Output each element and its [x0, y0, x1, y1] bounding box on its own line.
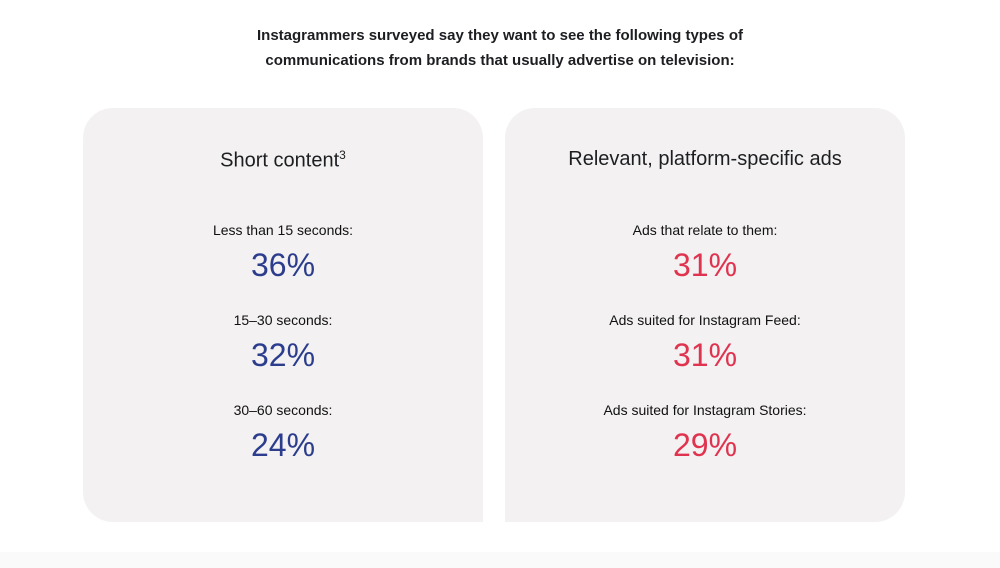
title-text: Relevant, platform-specific ads	[568, 148, 842, 170]
stat-label: Ads suited for Instagram Feed:	[609, 312, 801, 328]
stat-value: 29%	[672, 427, 738, 463]
stat-label: 15–30 seconds:	[233, 312, 333, 328]
header-line: communications from brands that usually …	[265, 52, 735, 69]
stat-value: 31%	[672, 337, 738, 373]
title-text: Short content	[220, 149, 340, 172]
footer-strip	[0, 552, 1000, 568]
card: Short content3 Less than 15 seconds: 36% 1…	[83, 108, 483, 522]
stat-value: 24%	[250, 427, 316, 463]
stat-label: 30–60 seconds:	[233, 402, 333, 418]
stat-value: 32%	[250, 337, 316, 373]
stat-label: Less than 15 seconds:	[212, 222, 354, 238]
stat-value: 31%	[672, 247, 738, 283]
card: Relevant, platform-specific ads Ads that…	[505, 108, 905, 522]
card-title: Relevant, platform-specific ads	[505, 148, 905, 171]
stat-label: Ads that relate to them:	[632, 222, 778, 238]
footnote-ref: 3	[339, 148, 346, 162]
header-line: Instagrammers surveyed say they want to …	[257, 27, 743, 44]
stat-value: 36%	[250, 247, 316, 283]
stat-label: Ads suited for Instagram Stories:	[603, 402, 807, 418]
card-title: Short content3	[83, 148, 483, 173]
